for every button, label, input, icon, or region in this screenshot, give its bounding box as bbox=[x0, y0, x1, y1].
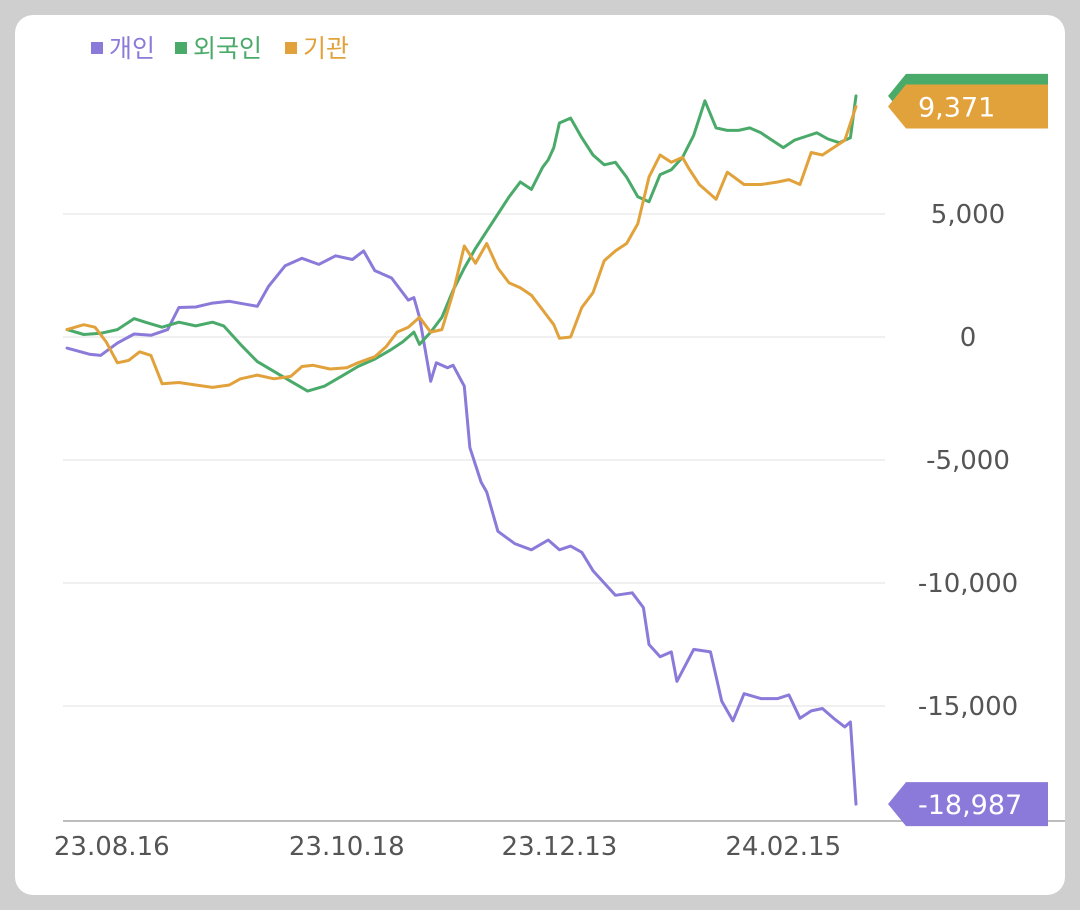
x-tick-label: 23.10.18 bbox=[289, 832, 405, 862]
legend-label-0: 개인 bbox=[109, 34, 155, 63]
legend-swatch-2 bbox=[285, 42, 297, 54]
y-tick-labels: 5,000 0 -5,000 -10,000 -15,000 bbox=[918, 200, 1018, 722]
y-tick-label: -5,000 bbox=[926, 446, 1010, 476]
last-value-badges: -18,987 9,371 bbox=[888, 73, 1048, 827]
value-badge-0 bbox=[888, 782, 1048, 827]
chart-card: 23.08.16 23.10.18 23.12.13 24.02.15 5,000 0-… bbox=[15, 15, 1065, 895]
series-line-2 bbox=[65, 105, 858, 389]
legend: 개인 외국인 기관 bbox=[91, 34, 349, 63]
series-line-1 bbox=[65, 94, 858, 393]
series-line-0 bbox=[65, 249, 858, 806]
legend-label-1: 외국인 bbox=[193, 34, 262, 63]
y-tick-label: -10,000 bbox=[918, 569, 1018, 599]
value-badge-label-2: 9,371 bbox=[918, 92, 995, 123]
x-tick-label: 23.08.16 bbox=[54, 832, 170, 862]
legend-swatch-0 bbox=[91, 42, 103, 54]
legend-swatch-1 bbox=[175, 42, 187, 54]
y-tick-label: 0 bbox=[960, 323, 977, 353]
x-tick-label: 23.12.13 bbox=[502, 832, 618, 862]
x-axis: 23.08.16 23.10.18 23.12.13 24.02.15 bbox=[54, 820, 1065, 862]
x-tick-label: 24.02.15 bbox=[725, 832, 841, 862]
value-badge-label-0: -18,987 bbox=[918, 790, 1022, 821]
investor-net-buying-line-chart: 23.08.16 23.10.18 23.12.13 24.02.15 5,0000-… bbox=[54, 34, 1065, 862]
legend-label-2: 기관 bbox=[303, 34, 349, 63]
y-tick-label: 5,000 bbox=[931, 200, 1005, 230]
value-badge-2 bbox=[888, 84, 1048, 129]
series-lines bbox=[65, 94, 858, 806]
y-tick-label: -15,000 bbox=[918, 692, 1018, 722]
